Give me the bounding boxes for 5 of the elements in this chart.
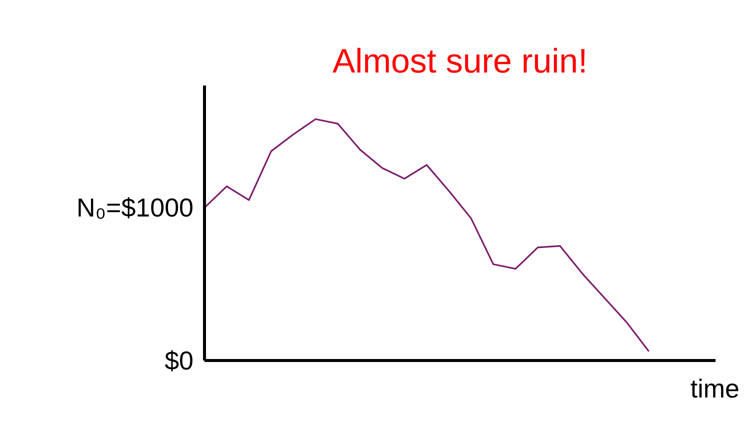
x-axis-title: time bbox=[690, 374, 740, 404]
chart-title: Almost sure ruin! bbox=[332, 42, 588, 80]
y-tick-label: N₀=$1000 bbox=[76, 192, 194, 223]
line-series bbox=[204, 118, 650, 352]
y-tick-label: $0 bbox=[164, 346, 194, 376]
